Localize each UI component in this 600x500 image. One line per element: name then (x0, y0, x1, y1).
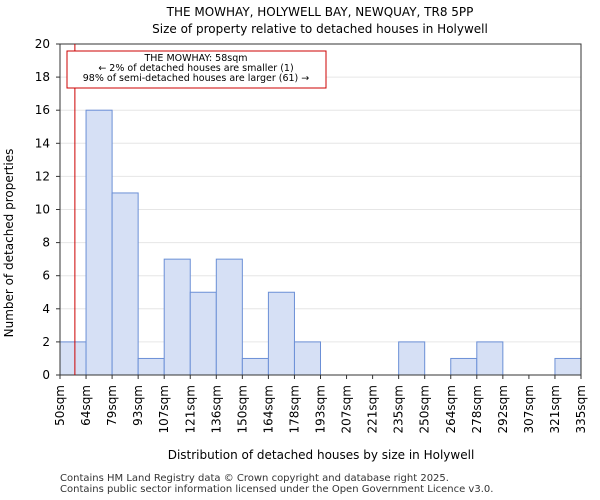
footer-line-2: Contains public sector information licen… (60, 484, 494, 495)
bar-164sqm (267, 291, 295, 376)
annotation-line-2: ← 2% of detached houses are smaller (1) (98, 63, 293, 74)
bar-136sqm (215, 258, 243, 376)
y-tick-label: 12 (35, 169, 50, 183)
x-tick-label: 64sqm (79, 385, 93, 426)
x-axis-label: Distribution of detached houses by size … (168, 448, 475, 462)
x-tick-label: 235sqm (392, 385, 406, 433)
y-ticks: 0 2 4 6 8 10 12 14 16 18 20 (35, 37, 60, 382)
y-tick-label: 4 (42, 302, 50, 316)
bar-178sqm (293, 341, 322, 376)
bar-150sqm (241, 357, 269, 376)
footer-line-1: Contains HM Land Registry data © Crown c… (60, 473, 449, 484)
bar-64sqm (85, 109, 113, 376)
y-tick-label: 6 (42, 269, 50, 283)
x-tick-label: 107sqm (157, 385, 171, 433)
y-tick-label: 16 (35, 103, 50, 117)
x-tick-label: 79sqm (105, 385, 119, 426)
x-tick-label: 50sqm (53, 385, 67, 426)
bar-235sqm (398, 341, 426, 376)
bar-278sqm (476, 341, 504, 376)
bar-321sqm (554, 357, 582, 376)
y-tick-label: 14 (35, 136, 50, 150)
x-tick-label: 264sqm (444, 385, 458, 433)
x-tick-label: 164sqm (261, 385, 275, 433)
y-tick-label: 0 (42, 368, 50, 382)
bar-121sqm (189, 291, 217, 376)
bar-93sqm (137, 357, 165, 376)
y-tick-label: 8 (42, 236, 50, 250)
x-tick-label: 93sqm (131, 385, 145, 426)
x-tick-label: 221sqm (366, 385, 380, 433)
annotation-frame (66, 50, 327, 89)
bars (59, 109, 582, 376)
x-tick-label: 321sqm (548, 385, 562, 433)
y-tick-label: 18 (35, 70, 50, 84)
bar-264sqm (450, 357, 478, 376)
y-tick-label: 2 (42, 335, 50, 349)
x-ticks: 50sqm 64sqm 79sqm 93sqm 107sqm 121sqm 136sqm 15… (53, 375, 588, 433)
x-tick-label: 335sqm (574, 385, 588, 433)
x-tick-label: 207sqm (340, 385, 354, 433)
annotation-box: THE MOWHAY: 58sqm ← 2% of detached house… (66, 50, 327, 89)
plot-frame (59, 43, 582, 376)
y-tick-label: 20 (35, 37, 50, 51)
x-tick-label: 136sqm (209, 385, 223, 433)
annotation-line-1: THE MOWHAY: 58sqm (143, 53, 247, 64)
bar-107sqm (163, 258, 191, 376)
x-tick-label: 193sqm (314, 385, 328, 433)
x-tick-label: 292sqm (496, 385, 510, 433)
y-tick-label: 10 (35, 203, 50, 217)
x-tick-label: 250sqm (418, 385, 432, 433)
x-tick-label: 278sqm (470, 385, 484, 433)
x-tick-label: 150sqm (235, 385, 249, 433)
x-tick-label: 121sqm (183, 385, 197, 433)
x-tick-label: 307sqm (522, 385, 536, 433)
annotation-line-3: 98% of semi-detached houses are larger (… (83, 73, 310, 84)
bar-79sqm (111, 192, 139, 376)
bar-50sqm (59, 341, 87, 376)
y-axis-label: Number of detached properties (2, 149, 16, 338)
x-tick-label: 178sqm (287, 385, 301, 433)
chart-title: THE MOWHAY, HOLYWELL BAY, NEWQUAY, TR8 5… (166, 5, 474, 19)
chart-subtitle: Size of property relative to detached ho… (152, 22, 488, 36)
